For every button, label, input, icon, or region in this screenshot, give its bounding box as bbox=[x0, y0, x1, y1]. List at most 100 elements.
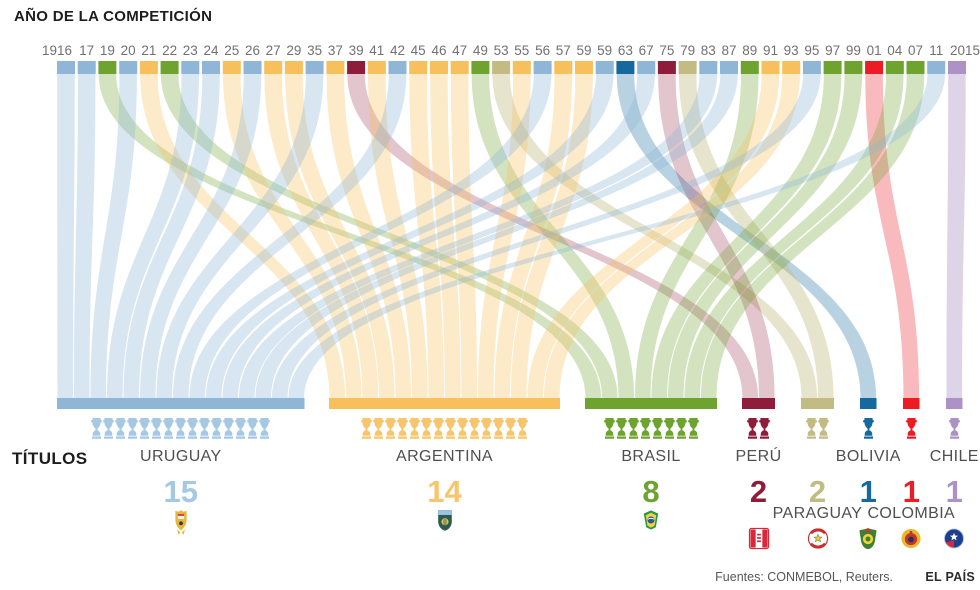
year-tick-89 bbox=[740, 61, 759, 74]
trophy-icon bbox=[445, 417, 456, 441]
country-label-peru: PERÚ bbox=[735, 448, 782, 465]
trophy-icon bbox=[175, 417, 186, 441]
trophy-icon bbox=[688, 417, 699, 441]
sources-credit: Fuentes: CONMEBOL, Reuters. bbox=[715, 570, 893, 584]
year-tick-67 bbox=[637, 61, 656, 74]
year-tick-11 bbox=[927, 61, 946, 74]
year-label-39: 39 bbox=[349, 43, 364, 58]
year-tick-37 bbox=[326, 61, 345, 74]
year-tick-21 bbox=[139, 61, 158, 74]
year-label-87: 87 bbox=[721, 43, 736, 58]
country-bar-peru bbox=[742, 398, 775, 409]
flow-ribbon-59-argentina bbox=[510, 74, 593, 398]
trophy-icon bbox=[505, 417, 516, 441]
year-tick-59 bbox=[595, 61, 614, 74]
year-label-91: 91 bbox=[763, 43, 778, 58]
flow-ribbon-37-argentina bbox=[326, 74, 412, 398]
year-label-97: 97 bbox=[825, 43, 840, 58]
titles-count-colombia: 1 bbox=[902, 474, 920, 509]
year-tick-22 bbox=[160, 61, 179, 74]
trophy-icon bbox=[163, 417, 174, 441]
country-bar-argentina bbox=[329, 398, 560, 409]
trophy-icon bbox=[818, 417, 829, 441]
country-bar-colombia bbox=[903, 398, 920, 409]
trophy-icon bbox=[127, 417, 138, 441]
country-label-chile: CHILE bbox=[929, 448, 979, 465]
year-tick-97 bbox=[823, 61, 842, 74]
year-label-07: 07 bbox=[908, 43, 923, 58]
flow-ribbon-53-paraguay bbox=[492, 74, 818, 398]
year-tick-63 bbox=[616, 61, 635, 74]
year-label-95: 95 bbox=[804, 43, 819, 58]
year-label-46: 46 bbox=[431, 43, 446, 58]
flow-ribbon-89-brasil bbox=[634, 74, 759, 398]
year-tick-01 bbox=[865, 61, 884, 74]
year-label-67: 67 bbox=[639, 43, 654, 58]
titles-axis-label: TÍTULOS bbox=[12, 449, 88, 468]
trophy-icon bbox=[103, 417, 114, 441]
trophy-row-bolivia bbox=[862, 417, 874, 441]
country-bar-brasil bbox=[585, 398, 717, 409]
year-label-01: 01 bbox=[867, 43, 882, 58]
crest-argentina-icon bbox=[436, 509, 453, 532]
trophy-icon bbox=[91, 417, 102, 441]
flow-ribbon-67-uruguay bbox=[222, 74, 655, 398]
year-tick-20 bbox=[119, 61, 138, 74]
flow-ribbon-24-uruguay bbox=[123, 74, 220, 398]
year-label-63: 63 bbox=[618, 43, 633, 58]
trophy-icon bbox=[616, 417, 627, 441]
flow-ribbon-59-uruguay bbox=[205, 74, 614, 398]
year-label-93: 93 bbox=[784, 43, 799, 58]
year-label-83: 83 bbox=[701, 43, 716, 58]
year-label-24: 24 bbox=[203, 43, 219, 58]
year-tick-41 bbox=[367, 61, 386, 74]
titles-count-uruguay: 15 bbox=[163, 474, 199, 509]
country-label-argentina: ARGENTINA bbox=[396, 448, 493, 465]
year-label-04: 04 bbox=[887, 43, 903, 58]
year-tick-93 bbox=[782, 61, 801, 74]
flow-ribbon-20-uruguay bbox=[90, 74, 137, 398]
country-bar-chile bbox=[946, 398, 963, 409]
country-bar-paraguay bbox=[801, 398, 834, 409]
titles-count-paraguay: 2 bbox=[808, 474, 827, 509]
year-tick-79 bbox=[678, 61, 697, 74]
flow-ribbon-25-argentina bbox=[223, 74, 362, 398]
year-label-17: 17 bbox=[79, 43, 94, 58]
year-tick-53 bbox=[492, 61, 511, 74]
titles-count-chile: 1 bbox=[945, 474, 963, 509]
year-label-42: 42 bbox=[390, 43, 405, 58]
crest-peru-icon bbox=[748, 527, 769, 550]
trophy-icon bbox=[139, 417, 150, 441]
trophy-row-argentina bbox=[361, 417, 529, 441]
flow-ribbon-27-argentina bbox=[264, 74, 379, 398]
year-label-47: 47 bbox=[452, 43, 467, 58]
year-label-22: 22 bbox=[162, 43, 177, 58]
flow-ribbon-87-uruguay bbox=[255, 74, 738, 398]
year-tick-55 bbox=[512, 61, 531, 74]
year-tick-56 bbox=[533, 61, 552, 74]
year-label-20: 20 bbox=[121, 43, 136, 58]
trophy-icon bbox=[652, 417, 663, 441]
flow-ribbon-91-argentina bbox=[527, 74, 780, 398]
year-label-2015: 2015 bbox=[950, 43, 980, 58]
year-tick-99 bbox=[844, 61, 863, 74]
year-label-27: 27 bbox=[266, 43, 281, 58]
year-tick-87 bbox=[720, 61, 738, 74]
year-tick-91 bbox=[761, 61, 780, 74]
year-tick-75 bbox=[657, 61, 676, 74]
flow-ribbon-49-brasil bbox=[471, 74, 635, 398]
country-bar-uruguay bbox=[57, 398, 305, 409]
flow-ribbon-26-uruguay bbox=[139, 74, 262, 398]
trophy-icon bbox=[604, 417, 615, 441]
year-tick-83 bbox=[699, 61, 718, 74]
year-tick-59 bbox=[575, 61, 593, 74]
year-tick-49 bbox=[471, 61, 490, 74]
flow-ribbon-41-argentina bbox=[368, 74, 428, 398]
year-tick-46 bbox=[430, 61, 448, 74]
year-label-89: 89 bbox=[742, 43, 757, 58]
flow-ribbon-46-argentina bbox=[430, 74, 461, 398]
trophy-icon bbox=[361, 417, 372, 441]
trophy-icon bbox=[385, 417, 396, 441]
flow-ribbon-07-brasil bbox=[700, 74, 925, 398]
year-tick-2015 bbox=[948, 61, 966, 74]
